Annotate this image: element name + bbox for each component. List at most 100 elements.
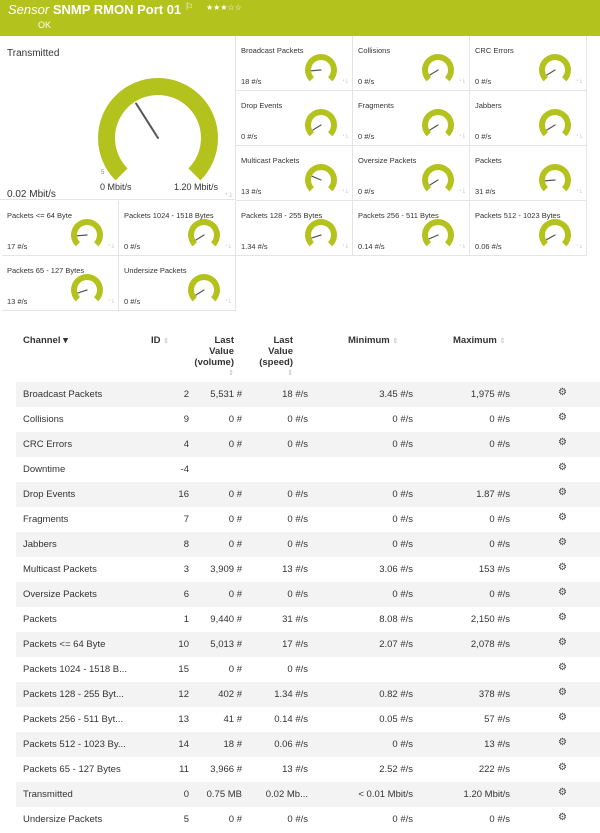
table-row[interactable]: Drop Events 16 0 # 0 #/s 0 #/s 1.87 #/s ⚙ bbox=[16, 482, 600, 507]
cell-last-volume: 3,909 # bbox=[210, 564, 242, 575]
gauge-cell[interactable]: Packets 256 - 511 Bytes 0.14 #/s ◔ ⤓ bbox=[353, 201, 470, 256]
channel-settings-icon[interactable]: ⚙ bbox=[558, 562, 567, 573]
gauge-value: 31 #/s bbox=[475, 187, 496, 196]
gauge-tools-icon[interactable]: ◔ ⤓ bbox=[575, 188, 582, 194]
channel-settings-icon[interactable]: ⚙ bbox=[558, 412, 567, 423]
col-maximum[interactable]: Maximum ⇕ bbox=[453, 335, 506, 346]
cell-maximum: 1,975 #/s bbox=[470, 389, 510, 400]
gauge-cell[interactable]: Packets <= 64 Byte 17 #/s ◔ ⤓ bbox=[2, 201, 119, 256]
channel-settings-icon[interactable]: ⚙ bbox=[558, 737, 567, 748]
channel-settings-icon[interactable]: ⚙ bbox=[558, 387, 567, 398]
channel-settings-icon[interactable]: ⚙ bbox=[558, 662, 567, 673]
table-row[interactable]: Packets 128 - 255 Byt... 12 402 # 1.34 #/s 0… bbox=[16, 682, 600, 707]
gauge-cell[interactable]: Oversize Packets 0 #/s ◔ ⤓ bbox=[353, 146, 470, 201]
gauge-cell[interactable]: Packets 512 - 1023 Bytes 0.06 #/s ◔ ⤓ bbox=[470, 201, 587, 256]
channel-settings-icon[interactable]: ⚙ bbox=[558, 712, 567, 723]
priority-stars[interactable]: ★★★☆☆ bbox=[206, 3, 242, 12]
gauge-tools-icon[interactable]: ◔ ⤓ bbox=[341, 188, 348, 194]
gauge-tools-icon[interactable]: ◔ ⤓ bbox=[575, 133, 582, 139]
gauge-tools-icon[interactable]: ◔ ⤓ bbox=[458, 78, 465, 84]
channel-settings-icon[interactable]: ⚙ bbox=[558, 437, 567, 448]
gauge-tools-icon[interactable]: ◔ ⤓ bbox=[224, 243, 231, 249]
gauge-tools-icon[interactable]: ◔ ⤓ bbox=[458, 188, 465, 194]
cell-last-speed: 0 #/s bbox=[287, 514, 308, 525]
gauge-tools-icon[interactable]: ◔ ⤓ bbox=[458, 243, 465, 249]
gauge-cell[interactable]: Broadcast Packets 18 #/s ◔ ⤓ bbox=[236, 36, 353, 91]
gauge-tick-label: 5 bbox=[101, 170, 105, 176]
gauge-needle bbox=[546, 69, 556, 76]
table-row[interactable]: Packets 1024 - 1518 B... 15 0 # 0 #/s ⚙ bbox=[16, 657, 600, 682]
cell-maximum: 0 #/s bbox=[489, 589, 510, 600]
table-row[interactable]: Oversize Packets 6 0 # 0 #/s 0 #/s 0 #/s ⚙ bbox=[16, 582, 600, 607]
channel-settings-icon[interactable]: ⚙ bbox=[558, 812, 567, 823]
table-row[interactable]: Multicast Packets 3 3,909 # 13 #/s 3.06 #/s 1… bbox=[16, 557, 600, 582]
table-row[interactable]: Packets 512 - 1023 By... 14 18 # 0.06 #/s 0 … bbox=[16, 732, 600, 757]
gauge-transmitted[interactable]: Transmitted 5 0.02 Mbit/s 0 Mbit/s 1.20 … bbox=[0, 36, 236, 200]
cell-minimum: 0.05 #/s bbox=[379, 714, 413, 725]
gauge-dial bbox=[539, 219, 571, 247]
gauge-tools-icon[interactable]: ◔ ⤓ bbox=[575, 78, 582, 84]
table-row[interactable]: Packets 256 - 511 Byt... 13 41 # 0.14 #/s 0.… bbox=[16, 707, 600, 732]
cell-maximum: 1.87 #/s bbox=[476, 489, 510, 500]
table-row[interactable]: Collisions 9 0 # 0 #/s 0 #/s 0 #/s ⚙ bbox=[16, 407, 600, 432]
table-row[interactable]: Undersize Packets 5 0 # 0 #/s 0 #/s 0 #/s ⚙ bbox=[16, 807, 600, 832]
channel-settings-icon[interactable]: ⚙ bbox=[558, 637, 567, 648]
table-row[interactable]: Downtime -4 ⚙ bbox=[16, 457, 600, 482]
gauge-cell[interactable]: Packets 65 - 127 Bytes 13 #/s ◔ ⤓ bbox=[2, 256, 119, 311]
channel-settings-icon[interactable]: ⚙ bbox=[558, 512, 567, 523]
gauge-cell[interactable]: Packets 1024 - 1518 Bytes 0 #/s ◔ ⤓ bbox=[119, 201, 236, 256]
gauge-needle bbox=[311, 234, 322, 239]
gauge-label: CRC Errors bbox=[475, 46, 514, 55]
gauge-tools-icon[interactable]: ◔ ⤓ bbox=[458, 133, 465, 139]
gauge-cell[interactable]: Undersize Packets 0 #/s ◔ ⤓ bbox=[119, 256, 236, 311]
channel-settings-icon[interactable]: ⚙ bbox=[558, 612, 567, 623]
gauge-tools-icon[interactable]: ◔ ⤓ bbox=[224, 298, 231, 304]
gauge-cell[interactable]: Collisions 0 #/s ◔ ⤓ bbox=[353, 36, 470, 91]
gauge-cell[interactable]: Fragments 0 #/s ◔ ⤓ bbox=[353, 91, 470, 146]
gauge-tools-icon[interactable]: ◔ ⤓ bbox=[575, 243, 582, 249]
gauge-tools-icon[interactable]: ◔ ⤓ bbox=[341, 78, 348, 84]
channel-settings-icon[interactable]: ⚙ bbox=[558, 587, 567, 598]
table-row[interactable]: Broadcast Packets 2 5,531 # 18 #/s 3.45 #/s 1… bbox=[16, 382, 600, 407]
col-channel[interactable]: Channel ▾ bbox=[23, 335, 68, 346]
gauge-tools-icon[interactable]: ◔ ⤓ bbox=[107, 243, 114, 249]
gauge-cell[interactable]: Jabbers 0 #/s ◔ ⤓ bbox=[470, 91, 587, 146]
gauge-needle bbox=[311, 175, 322, 181]
channel-settings-icon[interactable]: ⚙ bbox=[558, 687, 567, 698]
channel-settings-icon[interactable]: ⚙ bbox=[558, 462, 567, 473]
table-row[interactable]: Jabbers 8 0 # 0 #/s 0 #/s 0 #/s ⚙ bbox=[16, 532, 600, 557]
gauge-tools-icon[interactable]: ◔ ⤓ bbox=[224, 192, 232, 198]
table-row[interactable]: Fragments 7 0 # 0 #/s 0 #/s 0 #/s ⚙ bbox=[16, 507, 600, 532]
gauge-cell[interactable]: Drop Events 0 #/s ◔ ⤓ bbox=[236, 91, 353, 146]
table-row[interactable]: CRC Errors 4 0 # 0 #/s 0 #/s 0 #/s ⚙ bbox=[16, 432, 600, 457]
gauge-dial bbox=[305, 54, 337, 82]
table-row[interactable]: Packets 65 - 127 Bytes 11 3,966 # 13 #/s 2.5… bbox=[16, 757, 600, 782]
col-minimum[interactable]: Minimum ⇕ bbox=[348, 335, 399, 346]
gauge-dial bbox=[422, 109, 454, 137]
gauge-cell[interactable]: Packets 128 - 255 Bytes 1.34 #/s ◔ ⤓ bbox=[236, 201, 353, 256]
gauge-cell[interactable]: CRC Errors 0 #/s ◔ ⤓ bbox=[470, 36, 587, 91]
gauge-cell[interactable]: Packets 31 #/s ◔ ⤓ bbox=[470, 146, 587, 201]
flag-icon[interactable]: ⚐ bbox=[184, 2, 194, 13]
gauge-value: 1.34 #/s bbox=[241, 242, 268, 251]
col-last-volume[interactable]: Last Value (volume) ⇕ bbox=[194, 335, 234, 377]
channel-settings-icon[interactable]: ⚙ bbox=[558, 787, 567, 798]
col-id[interactable]: ID ⇕ bbox=[151, 335, 170, 346]
cell-last-volume: 0.75 MB bbox=[206, 789, 242, 800]
gauge-tools-icon[interactable]: ◔ ⤓ bbox=[107, 298, 114, 304]
gauge-tools-icon[interactable]: ◔ ⤓ bbox=[341, 133, 348, 139]
gauge-dial bbox=[539, 109, 571, 137]
cell-minimum: 3.45 #/s bbox=[379, 389, 413, 400]
cell-last-volume: 5,531 # bbox=[210, 389, 242, 400]
channel-settings-icon[interactable]: ⚙ bbox=[558, 762, 567, 773]
gauge-cell[interactable]: Multicast Packets 13 #/s ◔ ⤓ bbox=[236, 146, 353, 201]
table-row[interactable]: Packets <= 64 Byte 10 5,013 # 17 #/s 2.07 #/… bbox=[16, 632, 600, 657]
col-last-speed[interactable]: Last Value (speed) ⇕ bbox=[259, 335, 293, 377]
cell-minimum: < 0.01 Mbit/s bbox=[358, 789, 413, 800]
table-row[interactable]: Transmitted 0 0.75 MB 0.02 Mb... < 0.01 Mbit… bbox=[16, 782, 600, 807]
table-row[interactable]: Packets 1 9,440 # 31 #/s 8.08 #/s 2,150 #/s ⚙ bbox=[16, 607, 600, 632]
channel-settings-icon[interactable]: ⚙ bbox=[558, 537, 567, 548]
gauge-tools-icon[interactable]: ◔ ⤓ bbox=[341, 243, 348, 249]
gauge-dial bbox=[305, 109, 337, 137]
channel-settings-icon[interactable]: ⚙ bbox=[558, 487, 567, 498]
